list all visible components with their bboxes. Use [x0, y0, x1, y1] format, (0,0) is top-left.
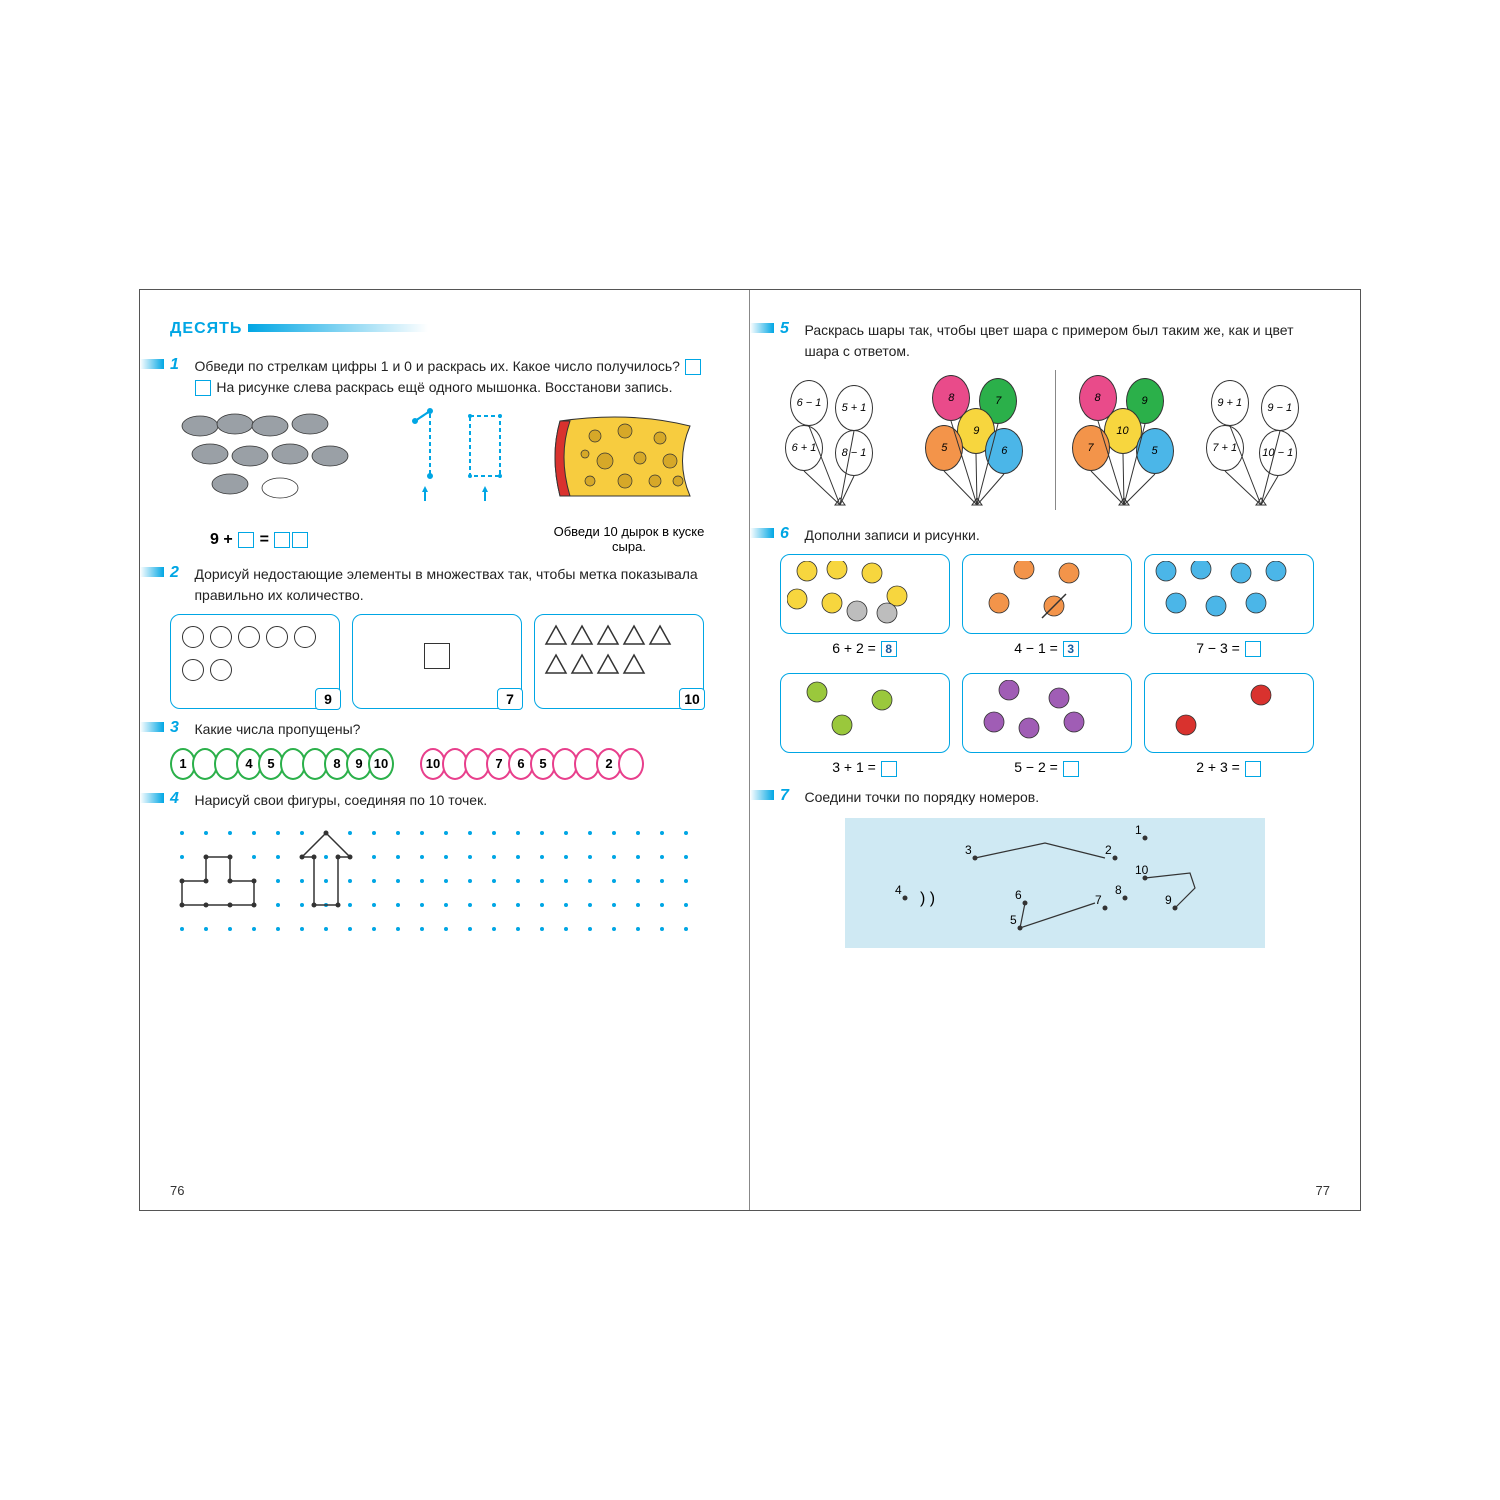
task-5: 5 Раскрась шары так, чтобы цвет шара с п…	[780, 320, 1330, 515]
trace-1-0	[380, 406, 530, 516]
cheese-caption: Обведи 10 дырок в куске сыра.	[539, 524, 719, 554]
page-77: 5 Раскрась шары так, чтобы цвет шара с п…	[750, 290, 1360, 1210]
set-card: 10	[534, 614, 704, 709]
task-num: 1	[170, 356, 190, 374]
task-2: 2 Дорисуй недостающие элементы в множест…	[170, 564, 719, 709]
set2-item: 7 − 3 =	[1144, 554, 1314, 657]
task-6: 6 Дополни записи и рисунки. 6 + 2 = 84 −…	[780, 525, 1330, 777]
set-card: 9	[170, 614, 340, 709]
set2-item: 2 + 3 =	[1144, 673, 1314, 776]
task-text: Обведи по стрелкам цифры 1 и 0 и раскрас…	[194, 356, 704, 398]
set2-item: 6 + 2 = 8	[780, 554, 950, 657]
page-number: 76	[170, 1183, 184, 1198]
svg-text:) ): ) )	[920, 890, 935, 907]
page-76: ДЕСЯТЬ 1 Обведи по стрелкам цифры 1 и 0 …	[140, 290, 750, 1210]
page-title: ДЕСЯТЬ	[170, 320, 242, 338]
svg-text:3: 3	[965, 843, 972, 857]
equation-1: 9 + =	[210, 531, 309, 549]
svg-text:8: 8	[1115, 883, 1122, 897]
svg-text:2: 2	[1105, 843, 1112, 857]
balloon-group: 9 + 19 − 17 + 110 − 1	[1201, 370, 1330, 515]
cheese-block	[540, 406, 710, 516]
svg-text:6: 6	[1015, 888, 1022, 902]
svg-text:9: 9	[1165, 893, 1172, 907]
set2-item: 3 + 1 =	[780, 673, 950, 776]
number-oval	[618, 748, 644, 780]
svg-text:5: 5	[1010, 913, 1017, 927]
svg-text:7: 7	[1095, 893, 1102, 907]
task-3: 3 Какие числа пропущены? 1458910 107652	[170, 719, 719, 780]
connect-dots-box: ) ) 1 2 3 4 5 6 78 9 10	[845, 818, 1265, 948]
balloon-group: 6 − 15 + 16 + 18 − 1	[780, 370, 909, 515]
mice-illustration	[170, 406, 370, 516]
svg-text:1: 1	[1135, 823, 1142, 837]
number-oval: 10	[368, 748, 394, 780]
task-7: 7 Соедини точки по порядку номеров. ) )1…	[780, 787, 1330, 948]
page-number: 77	[1316, 1183, 1330, 1198]
task-1: 1 Обведи по стрелкам цифры 1 и 0 и раскр…	[170, 356, 719, 554]
task-4: 4 Нарисуй свои фигуры, соединяя по 10 то…	[170, 790, 719, 946]
balloon-group: 87956	[917, 370, 1046, 515]
set2-item: 5 − 2 =	[962, 673, 1132, 776]
svg-text:10: 10	[1135, 863, 1149, 877]
balloon-group: 891075	[1064, 370, 1193, 515]
set2-item: 4 − 1 = 3	[962, 554, 1132, 657]
dot-grid	[170, 821, 710, 941]
set-card: 7	[352, 614, 522, 709]
svg-text:4: 4	[895, 883, 902, 897]
